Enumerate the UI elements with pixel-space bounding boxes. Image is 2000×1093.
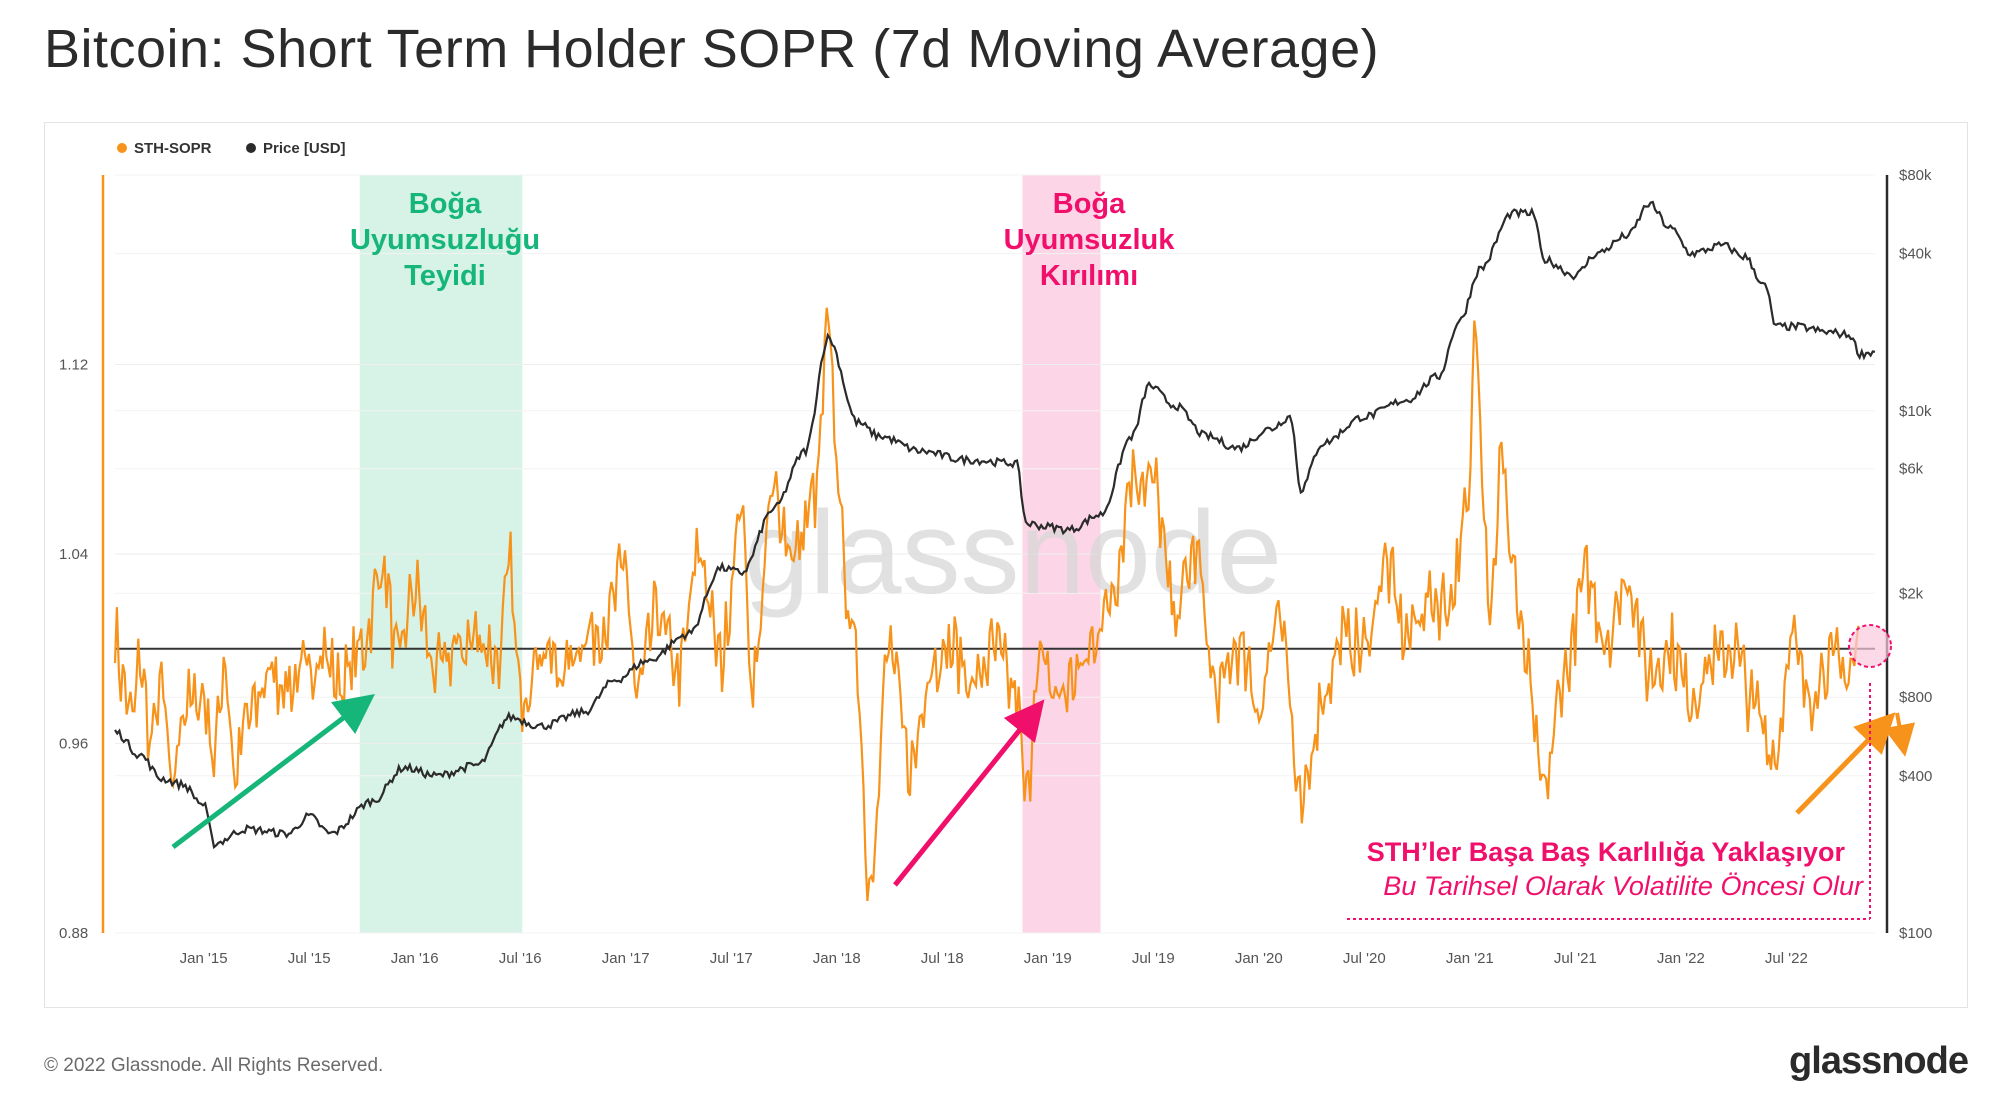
callout-title: STH’ler Başa Baş Karlılığa Yaklaşıyor xyxy=(1367,837,1846,867)
glassnode-logo: glassnode xyxy=(1789,1040,1969,1082)
x-tick-label-15: Jul '22 xyxy=(1765,950,1808,967)
pink-label-line-3: Kırılımı xyxy=(1040,260,1138,292)
tick-labels: Jan '15 Jul '15 Jan '16 Jul '16 Jan '17 Jul '… xyxy=(59,167,1932,967)
footer-copyright: © 2022 Glassnode. All Rights Reserved. xyxy=(44,1055,384,1076)
right-tick-label-2: $800 xyxy=(1899,689,1932,706)
green-arrow xyxy=(171,693,375,849)
pink-arrow xyxy=(893,699,1045,887)
page-title: Bitcoin: Short Term Holder SOPR (7d Movi… xyxy=(44,19,1380,79)
right-tick-label-4: $6k xyxy=(1899,461,1924,478)
left-tick-label-3: 1.12 xyxy=(59,357,88,374)
watermark-text: glassnode xyxy=(744,487,1282,619)
pink-annotation: Boğa Uyumsuzluk Kırılımı xyxy=(1004,188,1176,292)
green-annotation: Boğa Uyumsuzluğu Teyidi xyxy=(350,188,540,292)
x-tick-label-4: Jan '17 xyxy=(602,950,650,967)
x-tick-label-7: Jul '18 xyxy=(921,950,964,967)
right-tick-label-1: $400 xyxy=(1899,768,1932,785)
x-tick-label-11: Jul '20 xyxy=(1343,950,1386,967)
legend-sopr-dot xyxy=(117,143,127,153)
callout-subtitle: Bu Tarihsel Olarak Volatilite Öncesi Olu… xyxy=(1383,871,1864,901)
right-tick-label-6: $40k xyxy=(1899,246,1932,263)
legend-sopr-label: STH-SOPR xyxy=(134,140,212,157)
left-tick-label-1: 0.96 xyxy=(59,736,88,753)
orange-arrow xyxy=(1795,712,1896,815)
sopr-series-line xyxy=(113,307,1860,901)
green-label-line-1: Boğa xyxy=(409,188,482,220)
axes xyxy=(101,175,1889,933)
x-tick-label-2: Jan '16 xyxy=(391,950,439,967)
right-tick-label-3: $2k xyxy=(1899,585,1924,602)
x-tick-label-1: Jul '15 xyxy=(288,950,331,967)
x-tick-label-5: Jul '17 xyxy=(710,950,753,967)
x-tick-label-3: Jul '16 xyxy=(499,950,542,967)
x-tick-label-10: Jan '20 xyxy=(1235,950,1283,967)
legend-price-label: Price [USD] xyxy=(263,140,346,157)
x-tick-label-8: Jan '19 xyxy=(1024,950,1072,967)
pink-label-line-2: Uyumsuzluk xyxy=(1004,224,1176,256)
price-series-line xyxy=(114,200,1876,850)
right-tick-label-7: $80k xyxy=(1899,167,1932,184)
right-tick-label-0: $100 xyxy=(1899,925,1932,942)
x-tick-label-6: Jan '18 xyxy=(813,950,861,967)
x-tick-label-13: Jul '21 xyxy=(1554,950,1597,967)
right-tick-label-5: $10k xyxy=(1899,403,1932,420)
grid-lines xyxy=(115,174,1875,934)
left-tick-label-0: 0.88 xyxy=(59,925,88,942)
x-tick-label-14: Jan '22 xyxy=(1657,950,1705,967)
x-tick-label-0: Jan '15 xyxy=(180,950,228,967)
green-label-line-3: Teyidi xyxy=(404,260,486,292)
x-tick-label-12: Jan '21 xyxy=(1446,950,1494,967)
legend: STH-SOPR Price [USD] xyxy=(117,140,346,157)
chart-svg: glassnode Jan '15 Jul '15 Jan '16 Jul '16 Ja… xyxy=(59,140,1932,967)
green-label-line-2: Uyumsuzluğu xyxy=(350,224,540,256)
pink-label-line-1: Boğa xyxy=(1053,188,1126,220)
orange-arrow-down xyxy=(1883,712,1916,757)
target-circle xyxy=(1848,624,1892,668)
chart-frame: glassnode Jan '15 Jul '15 Jan '16 Jul '16 Ja… xyxy=(44,122,1968,1008)
x-tick-label-9: Jul '19 xyxy=(1132,950,1175,967)
left-tick-label-2: 1.04 xyxy=(59,546,88,563)
legend-price-dot xyxy=(246,143,256,153)
